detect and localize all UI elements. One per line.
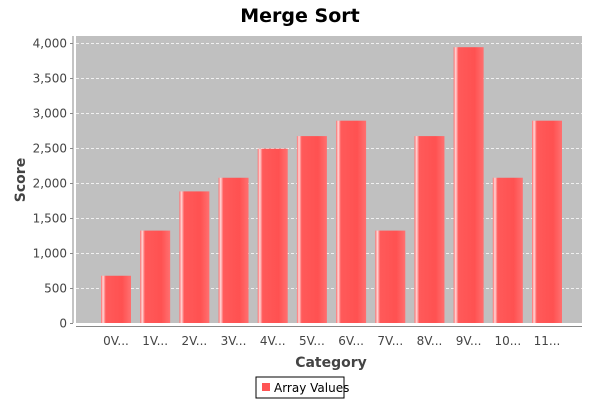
y-tick-label: 2,500 xyxy=(33,142,67,156)
y-axis: 0 500 1,000 1,500 2,000 2,500 3,000 3,500 4,000 xyxy=(33,36,74,331)
y-tick-label: 1,500 xyxy=(33,212,67,226)
legend-box xyxy=(255,376,345,399)
y-tick-label: 1,000 xyxy=(33,247,67,261)
x-tick-label: 2V... xyxy=(181,334,207,348)
bar xyxy=(453,47,484,323)
y-tick-label: 0 xyxy=(59,317,67,331)
bar xyxy=(218,177,249,323)
x-tick-label: 3V... xyxy=(221,334,247,348)
x-tick-label: 11... xyxy=(534,334,561,348)
x-tick-label: 5V... xyxy=(299,334,325,348)
bar xyxy=(179,191,210,323)
bar xyxy=(257,148,288,323)
x-tick-label: 8V... xyxy=(417,334,443,348)
bar xyxy=(296,136,327,323)
y-tick-label: 4,000 xyxy=(33,37,67,51)
x-axis-label: Category xyxy=(295,355,367,371)
bar xyxy=(492,177,523,323)
legend: Array Values xyxy=(255,376,349,399)
x-axis: 0V... 1V... 2V... 3V... 4V... 5V... 6V... 7V...… xyxy=(76,326,582,348)
x-tick-label: 1V... xyxy=(142,334,168,348)
legend-swatch xyxy=(262,383,270,391)
bar xyxy=(532,120,562,323)
chart-title: Merge Sort xyxy=(240,5,359,27)
y-axis-label: Score xyxy=(13,158,29,202)
x-tick-label: 10... xyxy=(494,334,521,348)
x-tick-label: 0V... xyxy=(103,334,129,348)
y-tick-label: 500 xyxy=(44,282,67,296)
x-tick-label: 7V... xyxy=(377,334,403,348)
bar xyxy=(336,120,367,323)
x-tick-label: 4V... xyxy=(260,334,286,348)
y-tick-label: 3,500 xyxy=(33,72,67,86)
y-tick-label: 2,000 xyxy=(33,177,67,191)
x-tick-label: 9V... xyxy=(456,334,482,348)
x-tick-label: 6V... xyxy=(338,334,364,348)
bar xyxy=(414,136,445,323)
bar xyxy=(101,275,131,323)
bar xyxy=(375,230,406,323)
legend-entry: Array Values xyxy=(274,381,349,395)
bar xyxy=(140,230,171,323)
bars xyxy=(101,47,562,323)
y-tick-label: 3,000 xyxy=(33,107,67,121)
